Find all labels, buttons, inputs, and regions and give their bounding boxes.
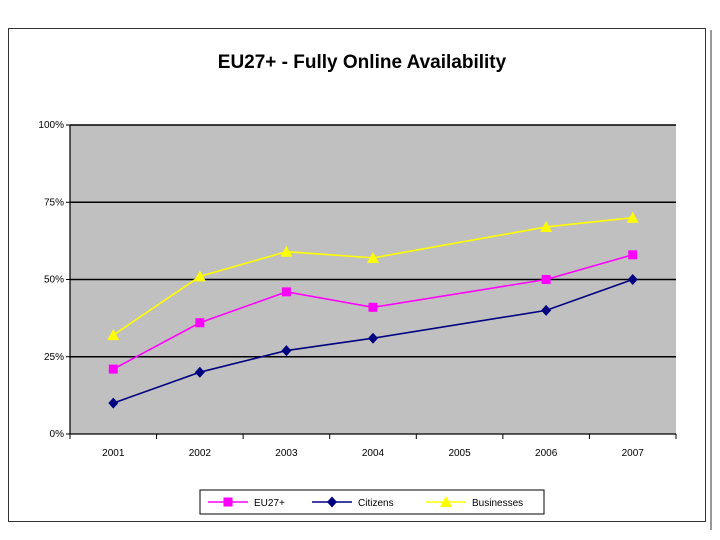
chart-title: EU27+ - Fully Online Availability: [218, 52, 507, 73]
x-tick-label: 2005: [448, 448, 471, 459]
y-tick-label: 100%: [38, 120, 64, 131]
data-point: [281, 287, 291, 297]
data-point: [541, 275, 551, 284]
series-businesses: [107, 211, 639, 341]
data-point: [540, 220, 553, 232]
legend-entry: Citizens: [312, 496, 394, 509]
data-point: [541, 304, 552, 316]
legend-label: Businesses: [472, 498, 523, 509]
data-point: [368, 302, 378, 312]
gridlines: [70, 124, 676, 358]
series-eu27: [108, 250, 638, 374]
data-point: [280, 245, 293, 257]
series-line: [112, 254, 633, 370]
legend: EU27+ Citizens Businesses: [199, 489, 545, 515]
data-point: [194, 366, 205, 378]
data-point: [627, 274, 638, 285]
x-tick-label: 2004: [362, 448, 385, 459]
x-tick-label: 2007: [622, 448, 645, 459]
series-layer: [107, 211, 639, 409]
legend-entry: Businesses: [426, 496, 523, 509]
x-tick-label: 2002: [189, 448, 212, 459]
data-point: [367, 251, 379, 263]
y-axis-ticks: 0% 25% 50% 75% 100%: [38, 120, 70, 440]
legend-entry: EU27+: [208, 497, 285, 509]
x-axis-ticks: 2001 2002 2003 2004 2005 2006 2007: [69, 434, 677, 459]
page-edge-rule: [710, 30, 712, 530]
legend-label: EU27+: [254, 498, 285, 509]
series-line: [113, 278, 633, 404]
data-point: [281, 345, 292, 357]
legend-marker: [327, 496, 337, 508]
data-point: [107, 329, 120, 341]
x-tick-label: 2001: [102, 448, 125, 459]
y-tick-label: 0%: [50, 429, 65, 440]
data-point: [368, 332, 378, 344]
x-tick-label: 2006: [535, 448, 558, 459]
x-tick-label: 2003: [275, 448, 298, 459]
y-tick-label: 25%: [44, 352, 64, 363]
legend-label: Citizens: [358, 498, 394, 509]
data-point: [193, 270, 206, 282]
series-line: [112, 216, 633, 336]
legend-marker: [223, 497, 233, 507]
data-point: [195, 318, 205, 328]
data-point: [108, 364, 118, 374]
data-point: [628, 250, 638, 260]
data-point: [108, 397, 119, 409]
series-citizens: [108, 274, 638, 409]
data-point: [626, 211, 639, 223]
y-tick-label: 50%: [44, 275, 64, 286]
legend-marker: [440, 496, 452, 507]
legend-box: [199, 489, 545, 515]
y-tick-label: 75%: [44, 197, 64, 208]
